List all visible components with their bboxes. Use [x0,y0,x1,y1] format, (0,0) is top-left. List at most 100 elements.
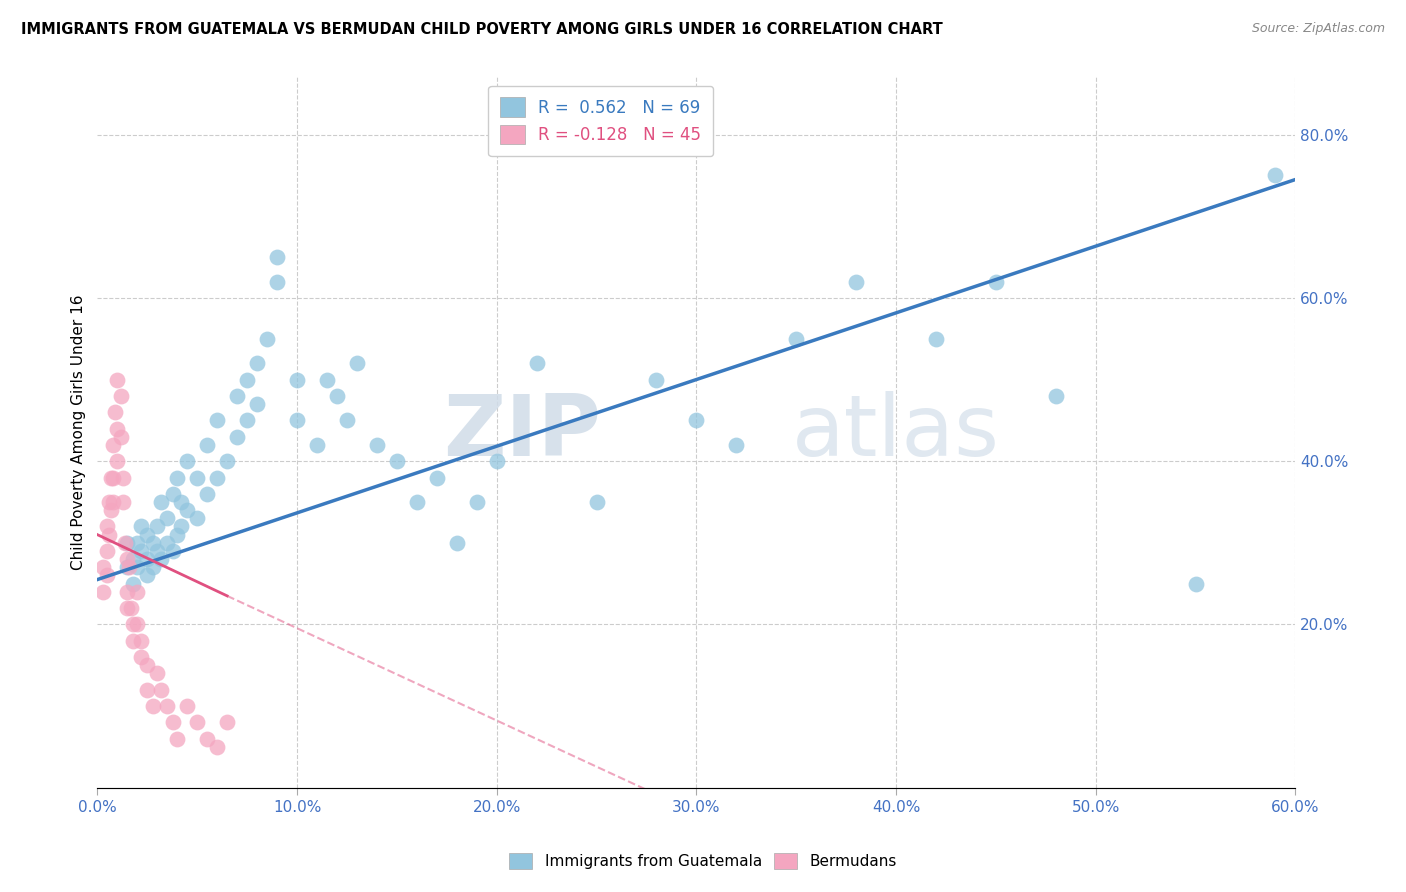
Point [129,633,152,648]
Point [100,503,122,517]
Point [127,617,149,632]
Point [117,584,139,599]
Point [205,470,228,484]
Point [195,731,218,746]
Point [105,372,128,386]
Point [105,421,128,435]
Point [93,584,115,599]
Point [170,519,193,533]
Text: ZIP: ZIP [443,391,600,474]
Text: atlas: atlas [792,391,1000,474]
Legend: R =  0.562   N = 69, R = -0.128   N = 45: R = 0.562 N = 69, R = -0.128 N = 45 [488,86,713,156]
Point [105,454,128,468]
Point [925,332,948,346]
Point [146,544,169,558]
Point [305,438,328,452]
Point [142,699,165,714]
Point [266,250,288,264]
Point [485,454,508,468]
Point [156,699,179,714]
Point [156,536,179,550]
Point [146,666,169,681]
Point [217,454,239,468]
Point [725,438,748,452]
Point [226,389,249,403]
Point [186,715,208,730]
Point [127,536,149,550]
Point [316,372,339,386]
Point [146,519,169,533]
Point [176,503,198,517]
Point [118,560,141,574]
Point [195,487,218,501]
Point [129,519,152,533]
Point [150,552,173,566]
Point [110,389,132,403]
Point [785,332,807,346]
Legend: Immigrants from Guatemala, Bermudans: Immigrants from Guatemala, Bermudans [503,847,903,875]
Point [205,413,228,427]
Point [465,495,488,509]
Point [142,560,165,574]
Point [117,560,139,574]
Point [96,519,118,533]
Point [142,536,165,550]
Point [236,413,259,427]
Point [385,454,408,468]
Point [585,495,607,509]
Point [166,527,188,541]
Point [120,601,142,615]
Point [186,511,208,525]
Point [526,356,548,370]
Point [246,397,269,411]
Point [114,536,136,550]
Point [127,584,149,599]
Point [246,356,269,370]
Point [127,560,149,574]
Point [1264,169,1286,183]
Point [236,372,259,386]
Point [166,470,188,484]
Point [129,650,152,665]
Point [122,552,145,566]
Point [336,413,359,427]
Point [110,430,132,444]
Point [103,470,125,484]
Point [112,470,135,484]
Point [176,454,198,468]
Point [346,356,368,370]
Point [129,544,152,558]
Point [117,601,139,615]
Point [112,495,135,509]
Point [103,438,125,452]
Point [122,576,145,591]
Point [117,536,139,550]
Point [117,552,139,566]
Point [136,552,159,566]
Point [96,544,118,558]
Point [226,430,249,444]
Text: IMMIGRANTS FROM GUATEMALA VS BERMUDAN CHILD POVERTY AMONG GIRLS UNDER 16 CORRELA: IMMIGRANTS FROM GUATEMALA VS BERMUDAN CH… [21,22,943,37]
Point [136,682,159,697]
Point [984,275,1007,289]
Point [1045,389,1067,403]
Point [136,527,159,541]
Point [256,332,278,346]
Point [93,560,115,574]
Point [645,372,668,386]
Point [285,372,308,386]
Point [217,715,239,730]
Point [136,568,159,582]
Point [285,413,308,427]
Point [176,699,198,714]
Point [426,470,449,484]
Point [100,470,122,484]
Point [150,495,173,509]
Point [205,739,228,754]
Point [150,682,173,697]
Point [162,487,184,501]
Point [326,389,349,403]
Point [156,511,179,525]
Point [170,495,193,509]
Y-axis label: Child Poverty Among Girls Under 16: Child Poverty Among Girls Under 16 [72,295,86,570]
